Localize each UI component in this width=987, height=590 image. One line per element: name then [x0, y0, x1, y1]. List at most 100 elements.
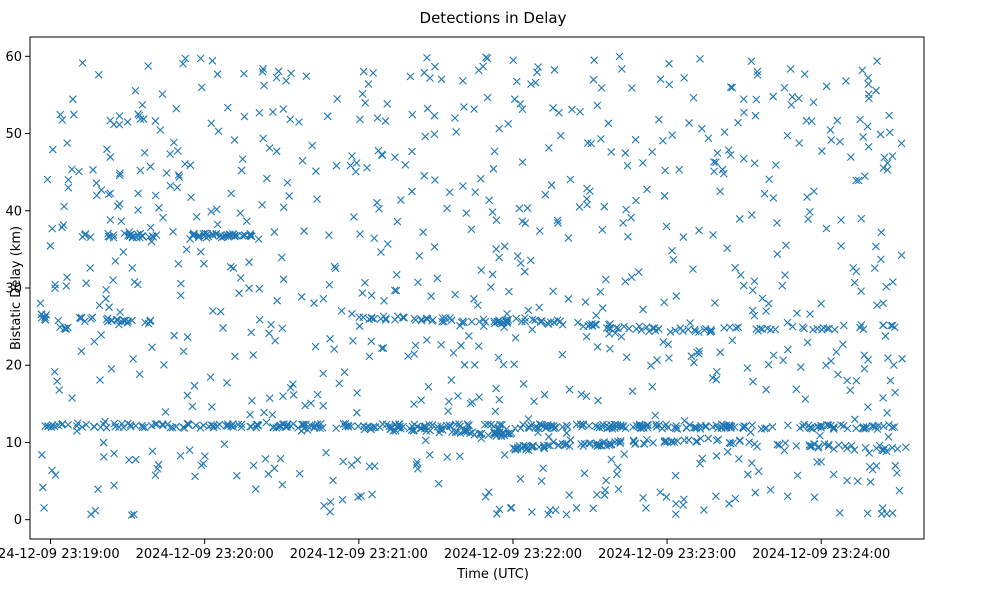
data-point [495, 505, 504, 514]
data-point [191, 472, 199, 481]
data-point [208, 56, 217, 65]
data-point [624, 232, 632, 241]
data-point [115, 320, 123, 329]
data-point [169, 138, 178, 147]
data-point [654, 115, 663, 124]
data-point [891, 461, 900, 470]
data-point [209, 307, 217, 315]
data-point [393, 312, 402, 321]
data-point [356, 230, 364, 239]
data-point [521, 313, 529, 322]
data-point [42, 310, 51, 319]
data-point [639, 493, 647, 502]
data-point [276, 421, 284, 430]
data-point [207, 402, 216, 411]
data-point [748, 421, 757, 430]
data-point [718, 165, 727, 174]
data-point [298, 156, 307, 165]
data-point [242, 217, 251, 226]
data-point [96, 376, 104, 384]
data-point [662, 493, 671, 501]
data-point [582, 392, 591, 401]
data-point [652, 420, 660, 429]
data-point [460, 427, 469, 435]
data-point [423, 104, 432, 113]
data-point [734, 323, 743, 332]
data-point [184, 421, 193, 429]
data-point [109, 276, 117, 285]
data-point [470, 294, 478, 303]
data-point [753, 71, 762, 79]
data-point [136, 115, 145, 124]
data-point [196, 247, 205, 256]
data-point [115, 423, 124, 431]
data-point [495, 253, 504, 262]
data-point [116, 169, 124, 178]
data-point [51, 471, 60, 479]
data-point [287, 69, 295, 78]
data-point [259, 65, 268, 73]
data-point [565, 491, 574, 499]
data-point [735, 215, 744, 223]
data-point [766, 486, 775, 494]
data-point [562, 429, 571, 437]
data-point [635, 420, 644, 429]
data-point [176, 279, 185, 288]
data-point [443, 204, 451, 213]
data-point [348, 309, 356, 318]
y-axis-label: Bistatic Delay (km) [9, 226, 24, 350]
data-point [810, 187, 818, 196]
data-point [591, 440, 600, 449]
data-point [94, 70, 103, 79]
data-point [330, 262, 339, 271]
data-point [712, 375, 721, 384]
data-point [600, 438, 609, 446]
data-point [396, 424, 405, 433]
data-point [188, 402, 197, 411]
data-point [323, 112, 332, 121]
data-point [583, 200, 592, 209]
data-point [838, 340, 847, 349]
data-point [893, 469, 901, 477]
data-point [339, 457, 348, 466]
data-point [183, 391, 192, 400]
data-point [353, 388, 361, 397]
data-point [273, 296, 282, 305]
data-point [682, 423, 691, 432]
data-point [58, 116, 67, 124]
data-point [127, 511, 136, 520]
data-point [592, 311, 601, 320]
data-point [793, 309, 801, 318]
data-point [582, 332, 591, 341]
data-point [829, 470, 838, 479]
data-point [267, 320, 275, 329]
data-point [725, 421, 734, 430]
data-point [349, 336, 357, 345]
data-point [332, 424, 341, 433]
data-point [621, 149, 630, 157]
data-point [505, 287, 513, 296]
data-point [656, 488, 665, 497]
data-point [86, 264, 95, 272]
data-point [589, 75, 598, 84]
data-point [550, 318, 558, 327]
data-point [747, 210, 756, 219]
data-point [370, 234, 379, 243]
data-point [417, 396, 426, 405]
data-point [739, 154, 748, 163]
data-point [724, 146, 733, 154]
data-point [642, 435, 651, 444]
data-point [390, 286, 399, 295]
data-point [883, 165, 892, 174]
data-point [827, 136, 836, 144]
data-point [822, 224, 831, 233]
data-point [877, 255, 885, 264]
data-point [181, 160, 189, 168]
data-point [878, 446, 886, 455]
data-point [865, 94, 873, 103]
data-point [312, 167, 320, 176]
data-point [428, 421, 437, 429]
data-point [818, 147, 826, 155]
data-point [68, 95, 77, 104]
data-point [690, 358, 698, 367]
